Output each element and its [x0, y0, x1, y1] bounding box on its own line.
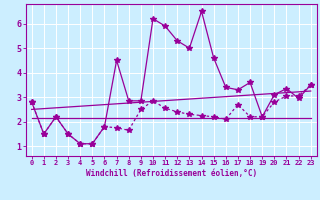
X-axis label: Windchill (Refroidissement éolien,°C): Windchill (Refroidissement éolien,°C) — [86, 169, 257, 178]
